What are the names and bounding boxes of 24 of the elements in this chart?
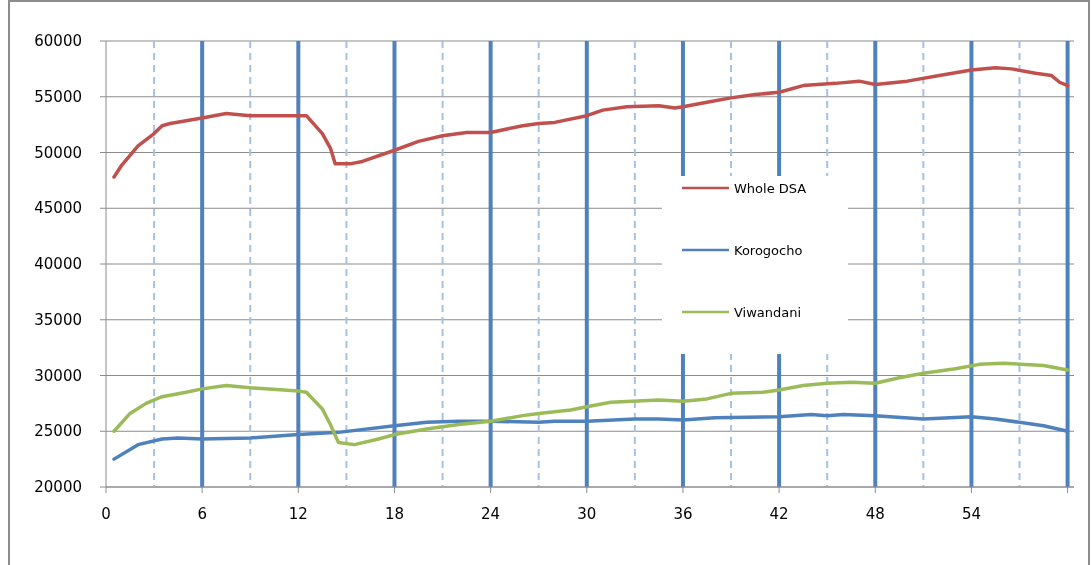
legend-label: Whole DSA bbox=[734, 181, 807, 196]
x-tick-label: 48 bbox=[865, 505, 885, 523]
y-tick-label: 60000 bbox=[34, 32, 82, 50]
legend-label: Viwandani bbox=[734, 305, 802, 320]
x-tick-label: 6 bbox=[197, 505, 207, 523]
y-tick-label: 50000 bbox=[34, 143, 82, 162]
line-series bbox=[112, 66, 1070, 179]
x-tick-label: 30 bbox=[577, 505, 597, 523]
y-tick-label: 20000 bbox=[34, 478, 82, 496]
x-tick-label: 42 bbox=[769, 505, 789, 523]
y-tick-label: 30000 bbox=[34, 366, 82, 385]
line-series bbox=[112, 361, 1070, 447]
legend-label: Korogocho bbox=[734, 243, 803, 258]
x-tick-label: 54 bbox=[961, 505, 981, 523]
x-tick-label: 12 bbox=[288, 505, 308, 523]
x-tick-label: 18 bbox=[384, 505, 405, 523]
x-tick-label: 0 bbox=[101, 505, 111, 523]
y-tick-label: 55000 bbox=[34, 87, 82, 106]
y-tick-label: 40000 bbox=[34, 255, 82, 273]
y-tick-label: 45000 bbox=[34, 199, 82, 218]
x-tick-label: 36 bbox=[673, 505, 693, 523]
x-tick-label: 24 bbox=[481, 505, 501, 523]
y-tick-label: 35000 bbox=[34, 310, 82, 329]
y-tick-label: 25000 bbox=[34, 422, 82, 441]
